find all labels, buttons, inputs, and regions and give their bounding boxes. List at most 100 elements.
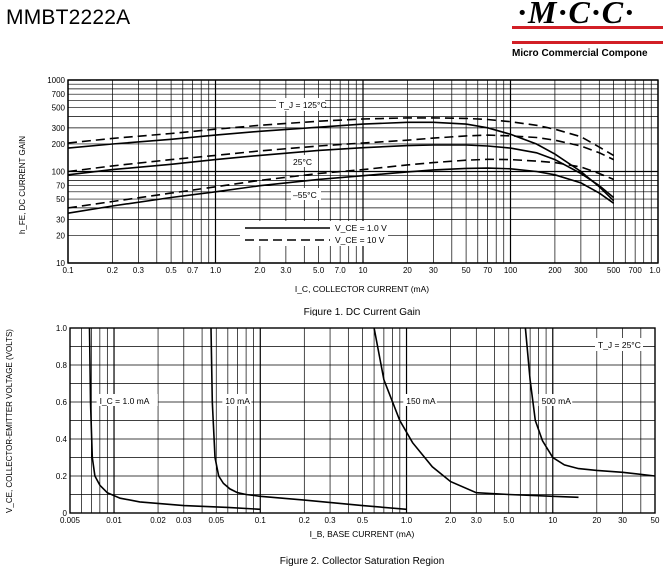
chart1-ytick-label: 10 [56,259,65,268]
logo-red-bar-top [512,26,663,29]
chart2-curve-label-bg [96,394,158,406]
chart2-ytick-label: 0.4 [56,435,68,444]
chart2-curve-label: 10 mA [225,396,250,406]
chart1-series-line-1 [67,117,615,157]
chart2-curve-label: 150 mA [406,396,436,406]
chart1-ytick-label: 70 [56,182,65,191]
collector-saturation-chart: 0.005 0.01 0.02 0.03 0.05 0.1 0.2 0.3 0.5 1.0 2.0 3… [5,324,660,567]
chart2-xtick-label: 2.0 [445,516,457,525]
chart1-xtick-label: 500 [607,266,621,275]
chart1-series-line-5 [67,158,614,209]
chart1-xtick-label: 300 [574,266,588,275]
chart2-curve-label: I_C = 1.0 mA [100,396,150,406]
chart2-xtick-label: 0.01 [106,516,122,525]
chart1-ytick-label: 50 [56,195,65,204]
chart1-ytick-label: 300 [52,124,66,133]
chart2-xtick-label: 5.0 [503,516,515,525]
dc-current-gain-chart: 0.1 0.2 0.3 0.5 0.7 1.0 2.0 3.0 5.0 7.0 10 20 30 50 70… [18,76,663,316]
chart1-xtick-label: 700 [628,266,642,275]
chart1-xtick-label: 5.0 [313,266,325,275]
chart2-ytick-label: 0 [63,509,68,518]
legend-entry-vce-10v: V_CE = 10 V [335,235,385,245]
chart2-xtick-label: 0.02 [150,516,166,525]
chart2-curve-label-bg [222,394,252,406]
chart1-ytick-label: 20 [56,231,65,240]
chart1-xtick-label: 50 [462,266,471,275]
chart1-xtick-label: 100 [504,266,518,275]
chart1-grid [67,79,659,264]
chart2-xtick-label: 50 [651,516,660,525]
chart1-series-line-0 [67,121,615,202]
chart2-xtick-label: 3.0 [471,516,483,525]
chart2-tick-labels: 0.005 0.01 0.02 0.03 0.05 0.1 0.2 0.3 0.5 1.0 2.0 3… [56,324,660,525]
chart1-annotation-m55-bg [291,188,321,200]
chart2-ytick-label: 1.0 [56,324,68,333]
chart2-ytick-label: 0.8 [56,361,68,370]
chart1-xtick-label: 20 [403,266,412,275]
chart2-xtick-label: 1.0 [401,516,413,525]
chart1-xtick-label: 30 [429,266,438,275]
chart2-series-line-1 [210,327,407,511]
chart2-xtick-label: 0.03 [176,516,192,525]
chart2-xtick-label: 0.3 [324,516,336,525]
chart2-title: Figure 2. Collector Saturation Region [280,556,445,567]
chart1-xtick-label: 2.0 [254,266,266,275]
chart1-ytick-label: 700 [52,90,66,99]
chart2-curve-label: 500 mA [542,396,572,406]
logo-red-bar-bottom [512,41,663,44]
chart2-xtick-label: 30 [618,516,627,525]
chart1-tick-labels: 0.1 0.2 0.3 0.5 0.7 1.0 2.0 3.0 5.0 7.0 10 20 30 50 70… [47,76,663,275]
chart2-ytick-label: 0.6 [56,398,68,407]
chart2-curve-label-bg [538,394,573,406]
chart1-ylabel: h_FE, DC CURRENT GAIN [18,136,27,234]
chart2-annotation-tj: T_J = 25°C [598,340,641,350]
chart1-ytick-label: 1000 [47,76,65,85]
chart1-xtick-label: 0.7 [187,266,199,275]
chart2-series-line-2 [373,327,579,499]
chart1-series-line-4 [67,167,615,214]
chart2-curve-label-bg [403,394,437,406]
chart1-xlabel: I_C, COLLECTOR CURRENT (mA) [295,284,429,294]
chart1-ytick-label: 100 [52,168,66,177]
chart1-title: Figure 1. DC Current Gain [304,307,421,316]
chart2-grid [69,327,656,514]
chart2-xtick-label: 0.2 [299,516,311,525]
chart1-xtick-label: 0.2 [107,266,119,275]
chart2-xtick-label: 0.05 [208,516,224,525]
chart1-xtick-label: 1.0 k [649,266,663,275]
chart1-ytick-label: 30 [56,215,65,224]
chart2-series-line-3 [524,327,656,477]
chart2-xtick-label: 20 [592,516,601,525]
chart2-xtick-label: 0.1 [255,516,267,525]
chart1-xtick-label: 0.5 [166,266,178,275]
chart2-xtick-label: 0.005 [60,516,81,525]
chart1-annotation-125: T_J = 125°C [279,100,327,110]
chart2-series [88,327,656,511]
part-number: MMBT2222A [6,6,131,29]
chart1-ytick-label: 500 [52,104,66,113]
chart1-xtick-label: 1.0 [210,266,222,275]
chart1-series-line-3 [67,134,614,173]
chart1-xtick-label: 0.1 [62,266,74,275]
chart2-xlabel: I_B, BASE CURRENT (mA) [310,529,415,539]
chart1-annotation-m55: –55°C [293,190,317,200]
chart1-xtick-label: 10 [359,266,368,275]
chart2-xtick-label: 0.5 [357,516,369,525]
chart2-annotation-tj-bg [595,338,643,351]
chart2-curve-labels: I_C = 1.0 mA 10 mA 150 mA 500 mA [96,394,573,406]
chart2-frame [69,327,656,514]
chart2-series-line-0 [88,327,261,511]
logo-mark: ·M·C·C· [518,0,636,30]
chart1-xtick-label: 0.3 [133,266,145,275]
chart1-xtick-label: 3.0 [280,266,292,275]
chart1-ytick-label: 200 [52,140,66,149]
chart1-series [67,117,615,214]
chart1-annotation-25: 25°C [293,157,312,167]
legend-entry-vce-1v: V_CE = 1.0 V [335,223,387,233]
chart1-annotation-25-bg [290,155,315,167]
mcc-logo: ·M·C·C· Micro Commercial Compone [510,0,663,64]
chart2-ytick-label: 0.2 [56,472,68,481]
chart1-xtick-label: 70 [483,266,492,275]
logo-company-name: Micro Commercial Compone [512,48,648,59]
chart1-legend: V_CE = 1.0 V V_CE = 10 V [240,221,388,246]
